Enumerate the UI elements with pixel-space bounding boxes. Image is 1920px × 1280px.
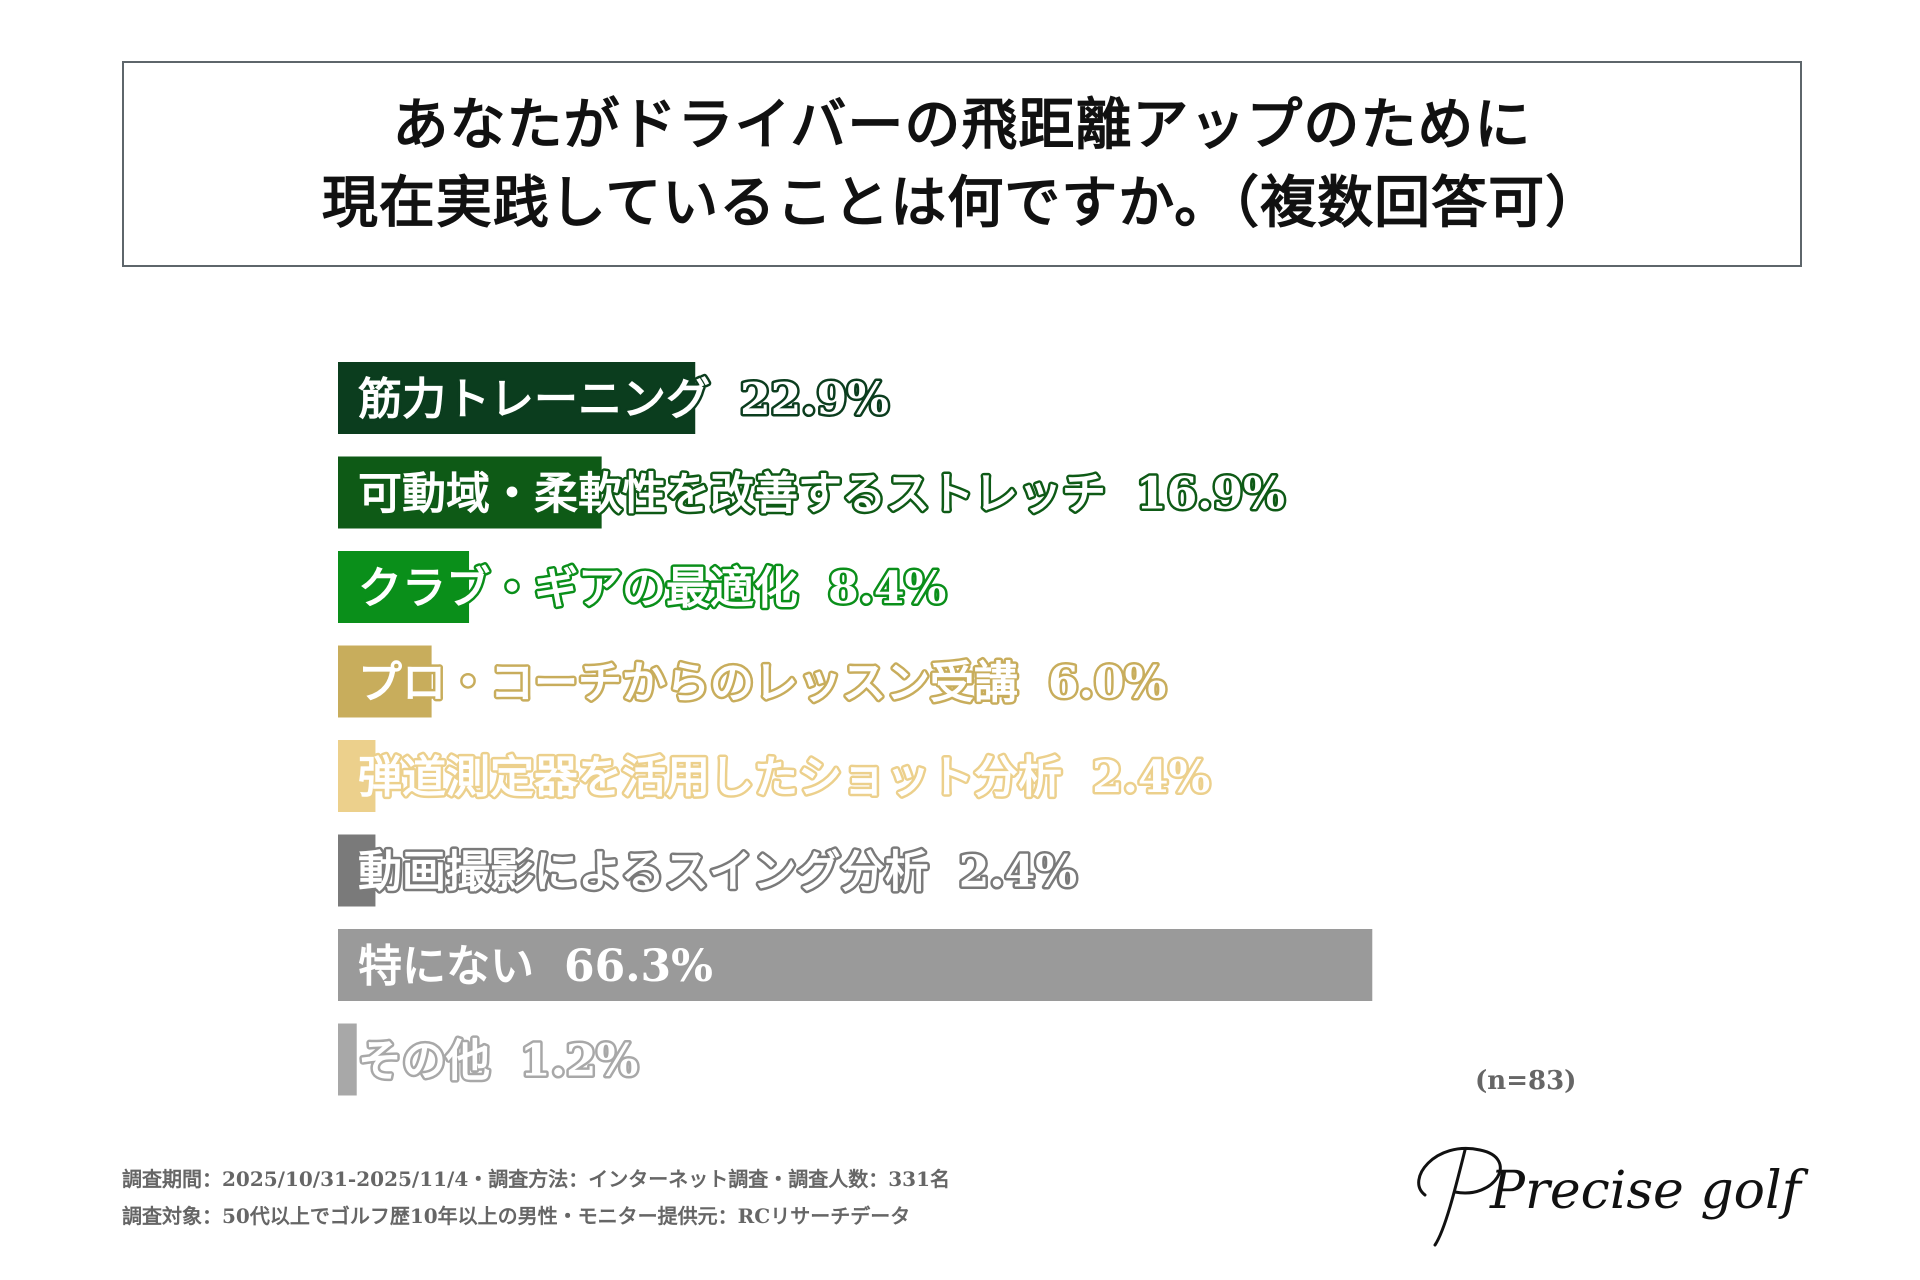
category-label-7: その他: [358, 1036, 490, 1087]
bar-0: [338, 362, 696, 434]
value-label-1: 16.9%: [1136, 469, 1285, 520]
category-label-0: 筋力トレーニング: [358, 374, 710, 425]
category-label-6: 特にない: [358, 941, 534, 992]
bar-label-7: その他 1.2%: [358, 1036, 638, 1087]
value-label-0: 22.9%: [740, 374, 889, 425]
bar-3: [338, 645, 432, 718]
bar-7: [338, 1023, 357, 1096]
category-label-4: 弾道測定器を活用したショット分析: [358, 752, 1062, 803]
category-label-5: 動画撮影によるスイング分析: [358, 847, 929, 898]
category-label-2: クラブ・ギアの最適化: [358, 563, 798, 614]
chart-title-box: あなたがドライバーの飛距離アップのために 現在実践していることは何ですか。（複数…: [122, 61, 1802, 267]
bar-1: [338, 456, 602, 529]
bar-label-3: プロ・コーチからのレッスン受講 6.0%: [358, 658, 1166, 709]
value-label-2: 8.4%: [828, 563, 946, 614]
bar-label-1: 可動域・柔軟性を改善するストレッチ 16.9%: [358, 469, 1285, 520]
chart-title-line-1: あなたがドライバーの飛距離アップのために: [392, 92, 1532, 158]
value-label-4: 2.4%: [1092, 752, 1210, 803]
bar-4: [338, 740, 376, 812]
bar-label-2: クラブ・ギアの最適化 8.4%: [358, 563, 946, 614]
bar-6: [338, 929, 1373, 1001]
chart-title-line-2: 現在実践していることは何ですか。（複数回答可）: [321, 170, 1603, 236]
survey-info-line-1: 調査期間：2025/10/31-2025/11/4・調査方法：インターネット調査…: [122, 1167, 951, 1191]
bar-2: [338, 551, 470, 623]
bar-label-6: 特にない 66.3%: [358, 941, 713, 992]
bar-label-5: 動画撮影によるスイング分析 2.4%: [358, 847, 1077, 898]
bar-label-4: 弾道測定器を活用したショット分析 2.4%: [358, 752, 1210, 803]
bar-label-0: 筋力トレーニング 22.9%: [358, 374, 889, 425]
value-label-6: 66.3%: [564, 941, 713, 992]
logo-text: Precise golf lab: [1489, 1161, 1815, 1221]
precise-golf-lab-logo: Precise golf lab: [1417, 1146, 1815, 1247]
category-label-3: プロ・コーチからのレッスン受講: [358, 658, 1018, 709]
category-label-1: 可動域・柔軟性を改善するストレッチ: [358, 469, 1106, 520]
sample-size: (n=83): [1475, 1066, 1577, 1096]
bar-5: [338, 834, 376, 907]
value-label-7: 1.2%: [520, 1036, 638, 1087]
value-label-3: 6.0%: [1048, 658, 1166, 709]
value-label-5: 2.4%: [959, 847, 1077, 898]
survey-info-line-2: 調査対象：50代以上でゴルフ歴10年以上の男性・モニター提供元：RCリサーチデー…: [122, 1204, 911, 1228]
